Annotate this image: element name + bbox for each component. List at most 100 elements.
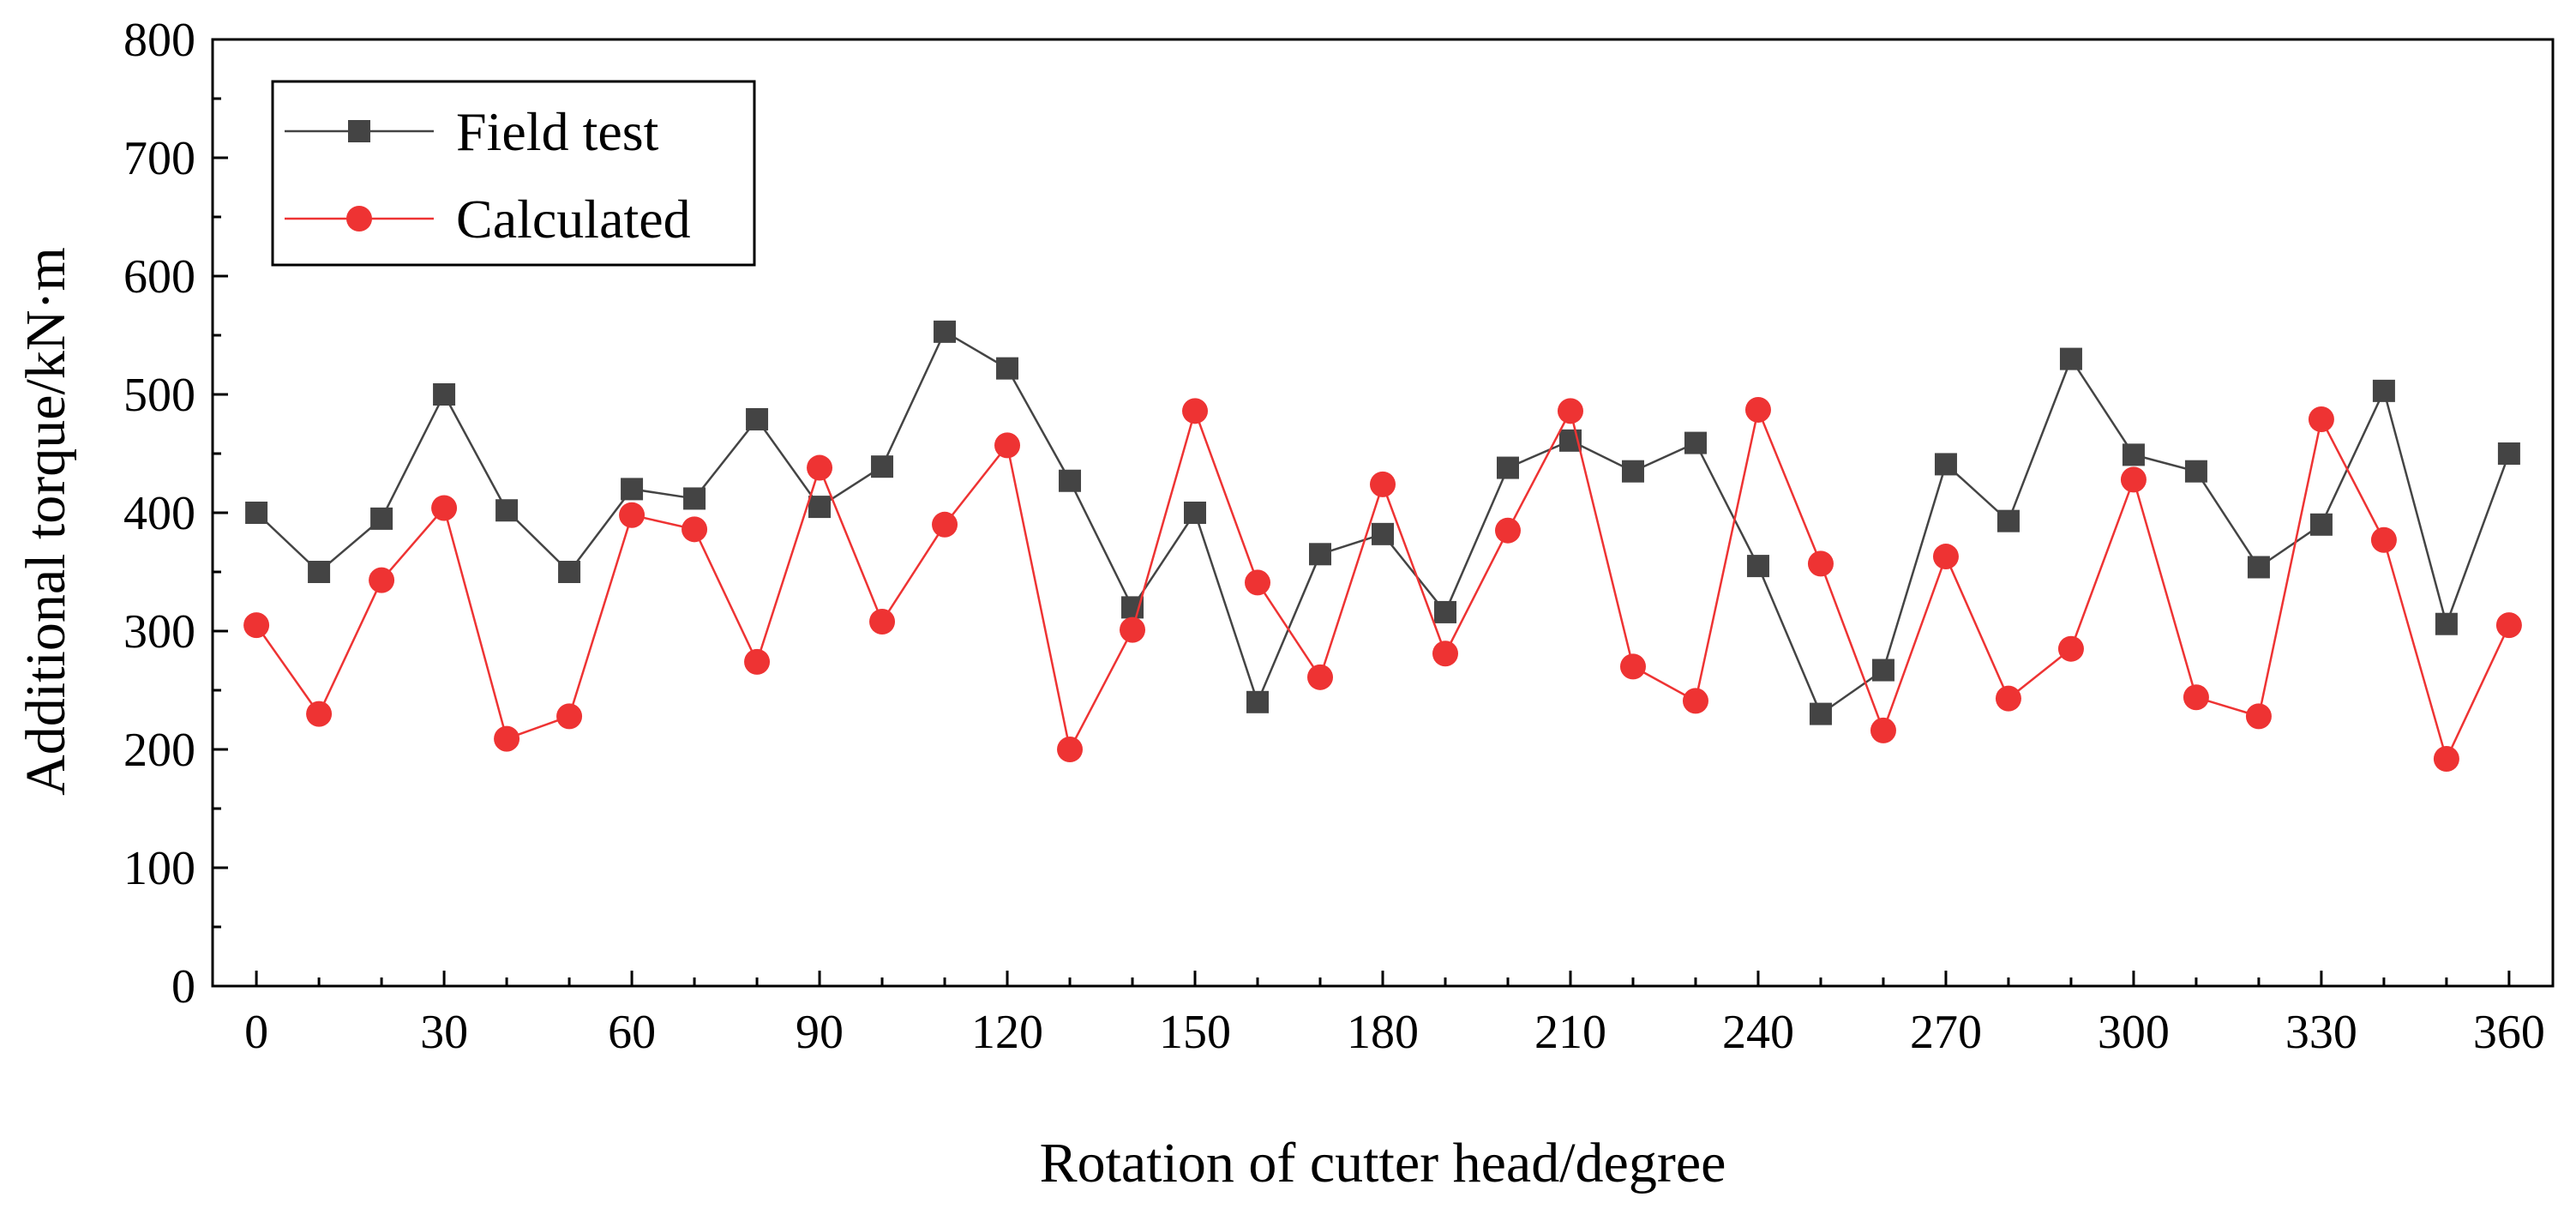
data-point [682,516,708,543]
data-point [433,383,456,406]
legend-entry: Field test [285,101,659,162]
y-tick-label: 700 [123,132,195,185]
legend-marker [348,120,370,142]
data-point [1807,550,1834,577]
data-point [1871,659,1894,682]
series-line [255,330,2511,716]
data-point [2057,635,2084,662]
legend: Field test Calculated [271,80,756,267]
data-point [621,478,644,501]
data-point [932,511,958,538]
legend-entry: Calculated [285,189,691,250]
x-tick-label: 30 [420,1006,468,1059]
data-point [808,496,832,519]
data-point [2309,513,2333,536]
data-point [934,320,957,343]
legend-label: Calculated [456,189,691,250]
data-point [746,407,769,430]
data-point [1372,522,1394,545]
x-tick-label: 270 [1910,1006,1982,1059]
data-point [1309,543,1332,566]
data-point [871,455,894,478]
data-point [1182,398,1209,424]
x-tick-label: 60 [608,1006,656,1059]
axes-layer: 0 100 200 300 400 500 600 700 800 0 30 60 90 120 150 18… [123,14,2555,1059]
data-point [2308,406,2334,432]
data-point [494,725,520,752]
data-point [1433,600,1456,623]
y-tick-label: 300 [123,605,195,659]
data-point [1684,431,1707,454]
data-point [2372,379,2395,402]
data-point [431,495,458,521]
series-calculated [243,396,2522,773]
series-line [255,406,2511,762]
data-point [1120,617,1146,643]
data-point [370,507,393,530]
data-point [306,701,333,727]
x-tick-label: 90 [796,1006,844,1059]
y-tick-label: 500 [123,369,195,422]
data-point [1245,569,1271,596]
data-point [1621,460,1644,483]
y-tick-label: 400 [123,487,195,540]
y-tick-label: 200 [123,724,195,777]
data-point [996,357,1019,380]
data-point [2183,684,2209,711]
data-point [619,502,646,528]
data-point [2120,466,2147,493]
data-point [1184,502,1207,524]
data-point [2122,443,2145,466]
data-point [2245,703,2272,730]
data-point [2059,347,2082,370]
y-tick-label: 100 [123,842,195,895]
data-point [1932,544,1959,570]
data-point [1557,398,1583,424]
x-tick-label: 0 [244,1006,268,1059]
y-tick-label: 0 [171,960,195,1014]
data-point [1057,737,1084,762]
x-axis-title: Rotation of cutter head/degree [1040,1132,1726,1194]
data-point [245,502,268,524]
data-point [2433,746,2459,773]
data-point [495,499,519,522]
data-point [1682,688,1708,714]
data-point [994,432,1021,459]
data-point [1997,509,2020,532]
data-point [308,561,331,583]
data-point [1809,702,1832,725]
data-point [683,487,706,510]
data-point [2370,526,2397,553]
data-point [556,703,583,730]
data-point [1370,471,1396,497]
data-point [2184,460,2207,483]
data-point [1496,456,1519,479]
series-field-test [245,320,2520,725]
x-tick-label: 300 [2098,1006,2170,1059]
x-tick-label: 150 [1159,1006,1231,1059]
data-point [2497,442,2520,465]
x-tick-label: 330 [2285,1006,2357,1059]
legend-label: Field test [456,101,659,162]
y-tick-label: 600 [123,250,195,304]
data-point [1870,717,1896,743]
data-point [558,561,581,583]
data-point [807,454,833,481]
data-point [1934,453,1957,476]
data-point [1746,555,1769,578]
legend-marker [346,206,372,232]
data-point [2247,556,2270,579]
series-layer [243,320,2522,773]
x-tick-label: 180 [1347,1006,1419,1059]
data-point [1995,685,2021,712]
data-point [1432,641,1458,667]
x-tick-label: 360 [2473,1006,2545,1059]
x-tick-label: 120 [971,1006,1043,1059]
data-point [2495,612,2522,639]
data-point [744,648,771,675]
data-point [1307,664,1334,690]
data-point [869,608,896,635]
data-point [1619,653,1646,680]
data-point [1494,517,1521,544]
